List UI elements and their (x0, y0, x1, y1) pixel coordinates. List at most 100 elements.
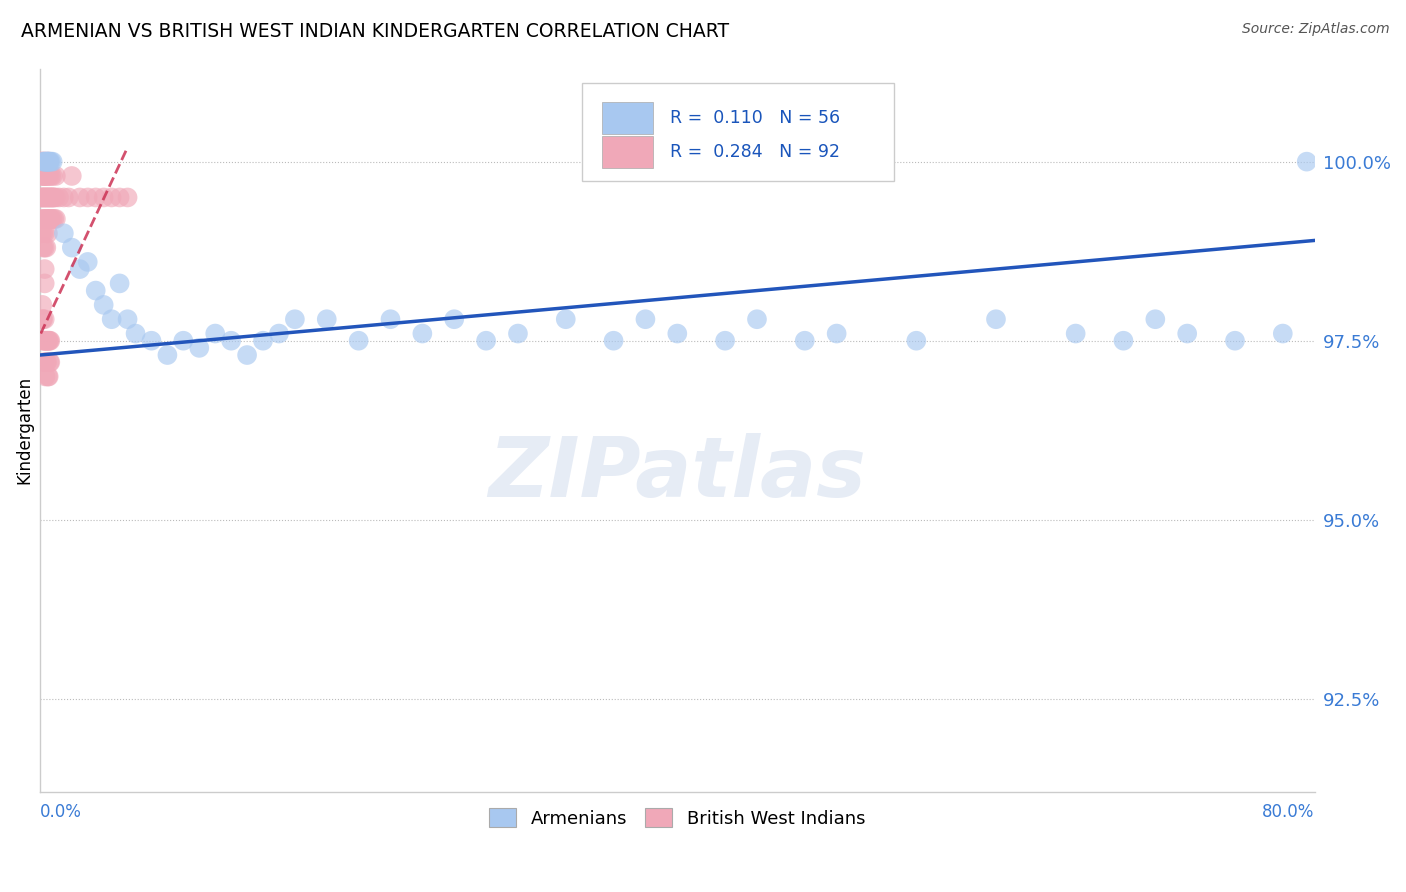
Point (32, 355, 55, 369)
Point (1223, 334, 1246, 348)
Y-axis label: Kindergarten: Kindergarten (15, 376, 32, 484)
Point (39, 190, 62, 204)
Point (34, 334, 56, 348)
Point (38, 169, 60, 183)
Point (30, 190, 52, 204)
Point (34, 190, 56, 204)
Point (39, 190, 62, 204)
Point (34, 277, 56, 291)
Point (984, 312, 1007, 326)
Point (84, 190, 107, 204)
Point (38, 369, 60, 384)
Point (93, 190, 115, 204)
Point (35, 169, 58, 183)
Point (32, 154, 55, 169)
Point (34, 369, 56, 384)
Point (32, 154, 55, 169)
Point (34, 154, 56, 169)
Point (117, 190, 139, 204)
Point (32, 241, 55, 255)
Point (35, 211, 58, 226)
Point (76, 190, 98, 204)
Point (37, 334, 59, 348)
Point (37, 355, 59, 369)
Point (35, 334, 58, 348)
Point (443, 312, 465, 326)
Point (108, 190, 131, 204)
Text: 0.0%: 0.0% (39, 803, 82, 822)
Point (31, 190, 53, 204)
Point (34, 169, 56, 183)
Point (31, 190, 53, 204)
Point (41, 211, 63, 226)
Point (35, 154, 58, 169)
Point (37, 154, 59, 169)
Point (37, 190, 59, 204)
Point (44, 211, 66, 226)
Point (37, 369, 59, 384)
Point (267, 326, 290, 341)
Point (39, 211, 62, 226)
Point (1271, 326, 1294, 341)
Text: Source: ZipAtlas.com: Source: ZipAtlas.com (1241, 22, 1389, 37)
Point (219, 334, 242, 348)
Point (37, 154, 59, 169)
Point (42, 190, 65, 204)
Point (34, 241, 56, 255)
Point (31, 154, 53, 169)
Point (34, 334, 56, 348)
Point (41, 190, 63, 204)
Point (905, 334, 928, 348)
Point (44, 190, 66, 204)
Point (39, 355, 62, 369)
Point (31, 298, 53, 312)
Point (38, 190, 60, 204)
Point (666, 326, 689, 341)
Point (52, 190, 75, 204)
Point (204, 326, 226, 341)
Text: R =  0.284   N = 92: R = 0.284 N = 92 (669, 143, 839, 161)
Point (1144, 312, 1167, 326)
Point (252, 334, 274, 348)
Point (34, 262, 56, 277)
Point (1064, 326, 1087, 341)
Point (38, 334, 60, 348)
Point (31, 154, 53, 169)
Point (31, 227, 53, 241)
FancyBboxPatch shape (582, 83, 894, 181)
Point (34, 154, 56, 169)
Text: ZIPatlas: ZIPatlas (488, 434, 866, 514)
Point (69, 262, 91, 277)
Point (93, 298, 115, 312)
Point (37, 227, 59, 241)
Point (39, 169, 62, 183)
Point (35, 190, 58, 204)
Point (38, 355, 60, 369)
Point (188, 341, 211, 355)
Point (38, 211, 60, 226)
Point (84, 284, 107, 298)
Text: ARMENIAN VS BRITISH WEST INDIAN KINDERGARTEN CORRELATION CHART: ARMENIAN VS BRITISH WEST INDIAN KINDERGA… (21, 22, 730, 41)
Point (31, 312, 53, 326)
Point (825, 326, 848, 341)
Point (602, 334, 624, 348)
Point (32, 169, 55, 183)
Point (32, 190, 55, 204)
Point (32, 169, 55, 183)
Point (60, 169, 83, 183)
Point (38, 334, 60, 348)
Point (38, 154, 60, 169)
Point (34, 227, 56, 241)
Point (76, 255, 98, 269)
Point (39, 334, 62, 348)
Point (32, 334, 55, 348)
Point (745, 312, 768, 326)
Point (315, 312, 337, 326)
Point (41, 169, 63, 183)
Point (32, 154, 55, 169)
Point (108, 277, 131, 291)
Point (634, 312, 657, 326)
Point (32, 211, 55, 226)
Point (35, 355, 58, 369)
Point (52, 227, 75, 241)
